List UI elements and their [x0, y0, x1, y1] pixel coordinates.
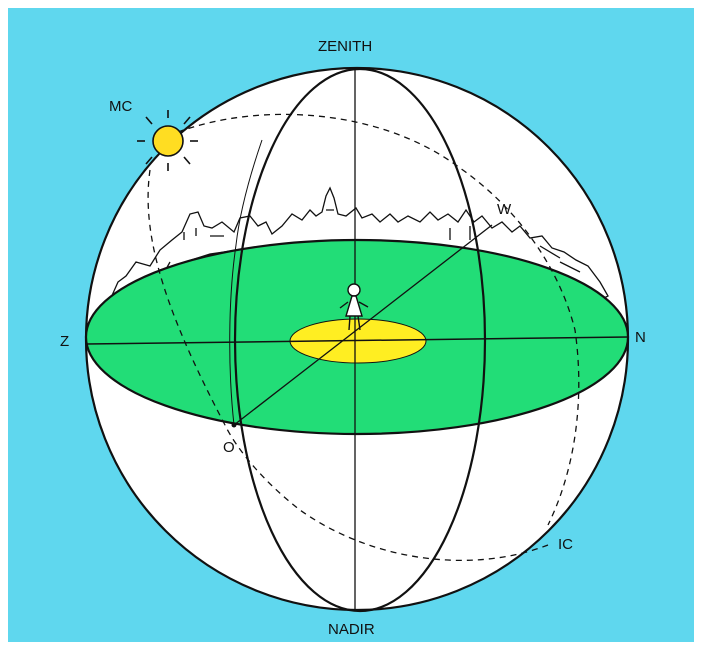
north-label: N [635, 329, 646, 346]
west-label: W [497, 201, 512, 218]
observer-figure [339, 283, 369, 331]
ecliptic-path-upper [177, 113, 580, 526]
nadir-label: NADIR [328, 621, 375, 638]
sun-icon [137, 110, 198, 171]
inner-great-circle [229, 139, 263, 426]
mc-ic-dashed-arc [147, 169, 226, 426]
ic-label: IC [558, 536, 573, 553]
east-label: O [223, 439, 235, 456]
south-label: Z [60, 333, 70, 350]
north-south-line [85, 336, 629, 345]
point-o-marker [231, 422, 237, 428]
vertical-great-circle [233, 67, 487, 613]
zenith-label: ZENITH [318, 38, 373, 55]
mc-label: MC [109, 98, 133, 115]
east-west-line [233, 224, 493, 426]
ecliptic-path-lower [224, 424, 549, 562]
